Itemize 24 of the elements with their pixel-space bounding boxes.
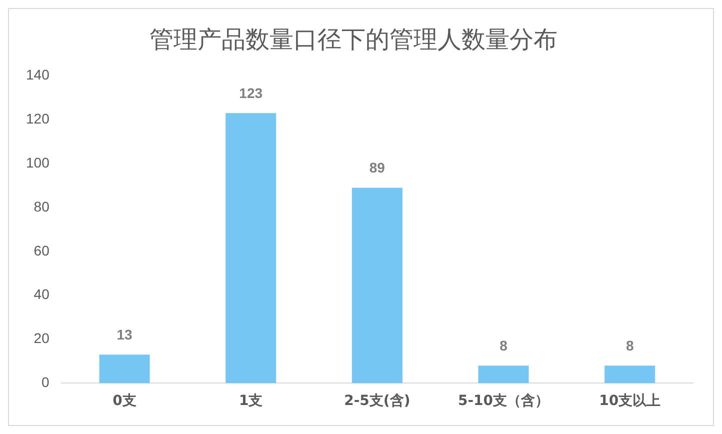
y-tick-label: 100 [26, 154, 50, 170]
bar [604, 366, 656, 384]
y-tick-label: 60 [34, 242, 50, 258]
y-tick-label: 0 [42, 374, 50, 390]
data-label: 8 [500, 337, 508, 354]
y-tick-label: 140 [26, 66, 50, 83]
y-tick-label: 20 [34, 330, 50, 346]
x-tick-label: 10支以上 [599, 393, 661, 410]
y-tick-label: 40 [34, 286, 50, 302]
data-label: 13 [116, 326, 133, 343]
y-tick-label: 120 [26, 110, 50, 127]
data-label: 123 [239, 84, 263, 101]
chart-title: 管理产品数量口径下的管理人数量分布 [150, 26, 558, 54]
data-label: 8 [626, 337, 634, 354]
bar [352, 188, 402, 384]
bar [478, 366, 529, 384]
bar [99, 354, 150, 384]
x-tick-label: 1支 [238, 393, 263, 410]
x-tick-label: 5-10支（含） [458, 393, 550, 410]
x-tick-label: 0支 [112, 393, 136, 410]
data-label: 89 [369, 160, 386, 176]
y-tick-label: 80 [34, 198, 50, 214]
bar [226, 113, 276, 384]
x-tick-label: 2-5支(含) [344, 393, 410, 410]
